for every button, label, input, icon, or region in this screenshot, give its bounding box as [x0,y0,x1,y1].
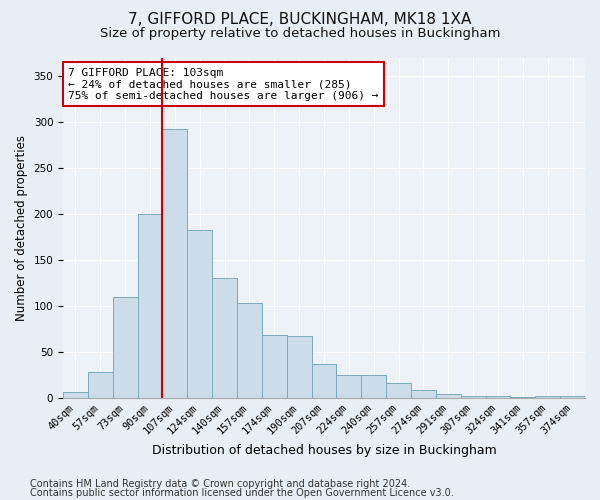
Bar [163,129,187,398]
Bar [212,278,237,398]
Bar [187,230,212,398]
Bar [535,396,560,398]
Y-axis label: Number of detached properties: Number of detached properties [15,134,28,320]
Text: 7, GIFFORD PLACE, BUCKINGHAM, MK18 1XA: 7, GIFFORD PLACE, BUCKINGHAM, MK18 1XA [128,12,472,28]
Bar [113,296,137,398]
Bar [63,392,88,398]
Bar [461,396,485,398]
Text: Size of property relative to detached houses in Buckingham: Size of property relative to detached ho… [100,28,500,40]
Bar [386,383,411,398]
Bar [411,390,436,398]
Text: 7 GIFFORD PLACE: 103sqm
← 24% of detached houses are smaller (285)
75% of semi-d: 7 GIFFORD PLACE: 103sqm ← 24% of detache… [68,68,379,101]
X-axis label: Distribution of detached houses by size in Buckingham: Distribution of detached houses by size … [152,444,496,458]
Bar [237,303,262,398]
Bar [337,374,361,398]
Bar [137,214,163,398]
Bar [560,396,585,398]
Text: Contains public sector information licensed under the Open Government Licence v3: Contains public sector information licen… [30,488,454,498]
Bar [287,336,311,398]
Bar [436,394,461,398]
Bar [511,397,535,398]
Bar [361,374,386,398]
Bar [311,364,337,398]
Bar [262,335,287,398]
Bar [88,372,113,398]
Bar [485,396,511,398]
Text: Contains HM Land Registry data © Crown copyright and database right 2024.: Contains HM Land Registry data © Crown c… [30,479,410,489]
